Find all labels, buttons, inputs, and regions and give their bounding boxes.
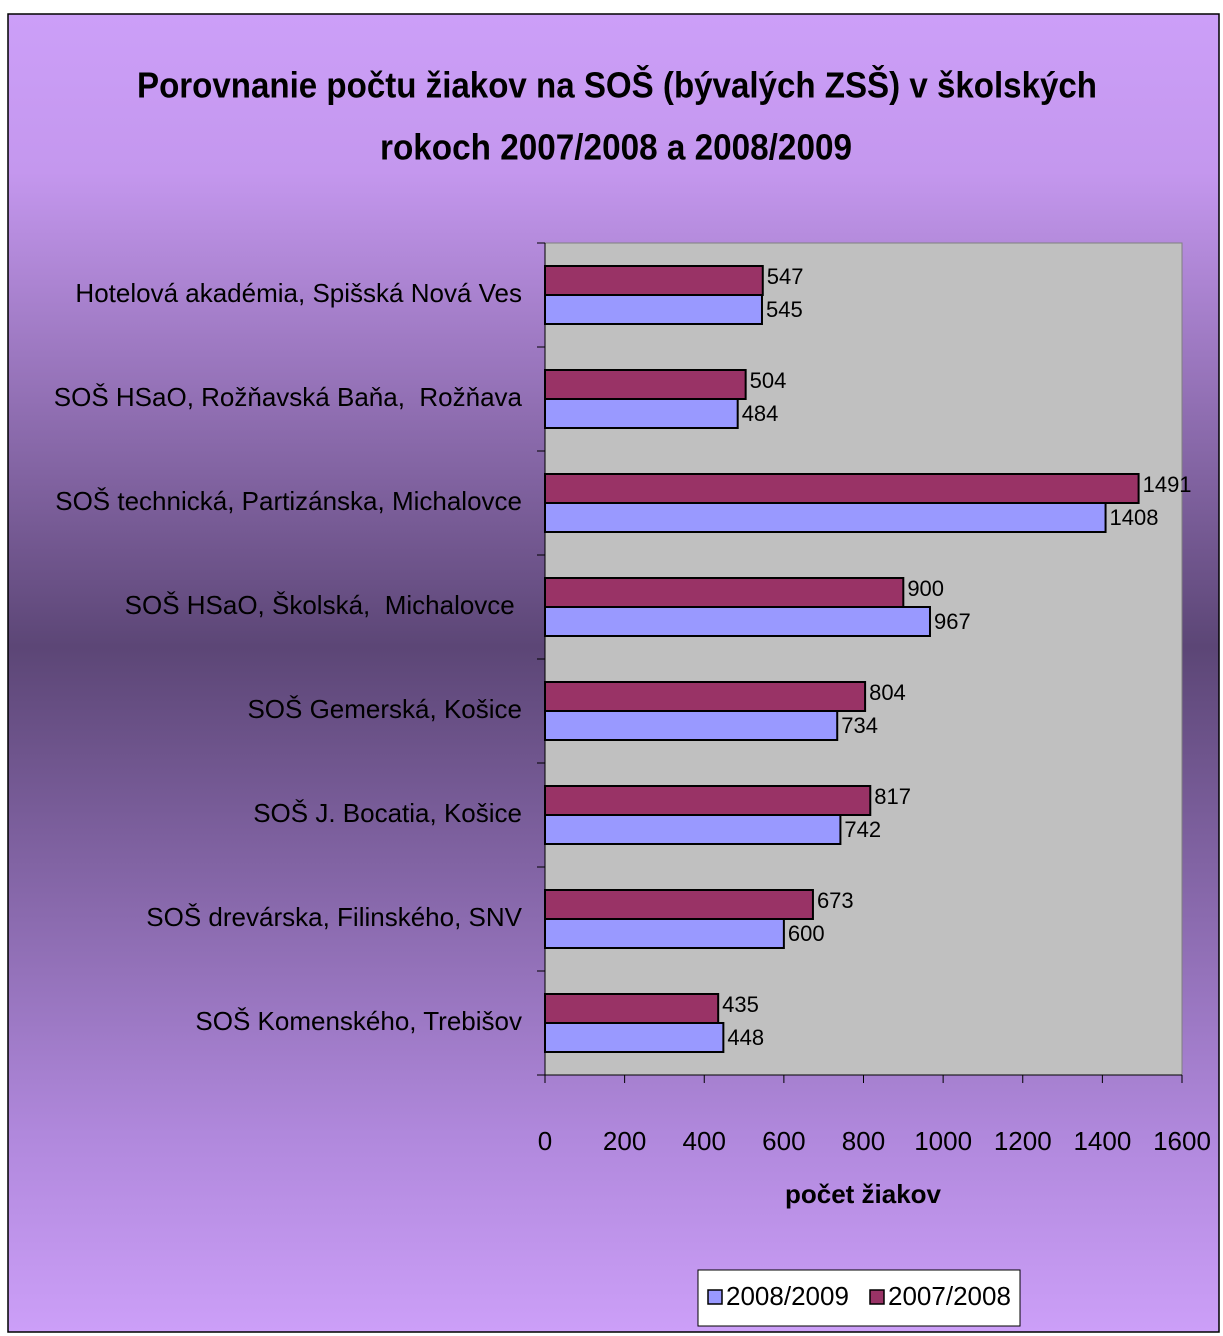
bar — [544, 502, 1107, 533]
x-tick-label: 600 — [762, 1126, 805, 1156]
data-label: 435 — [722, 992, 759, 1017]
bar — [544, 710, 839, 741]
data-label: 900 — [907, 576, 944, 601]
category-label: SOŠ J. Bocatia, Košice — [253, 798, 522, 828]
plot-area — [544, 242, 1183, 1076]
bar — [544, 473, 1140, 504]
chart-title: Porovnanie počtu žiakov na SOŠ (bývalých… — [137, 64, 1097, 106]
x-axis-label: počet žiakov — [785, 1179, 942, 1209]
category-label: SOŠ drevárska, Filinského, SNV — [146, 902, 522, 932]
bar — [544, 785, 872, 816]
legend-swatch — [707, 1289, 723, 1305]
data-label: 734 — [841, 713, 878, 738]
data-label: 1491 — [1143, 472, 1192, 497]
category-label: Hotelová akadémia, Spišská Nová Ves — [75, 278, 522, 308]
legend-swatch — [869, 1289, 885, 1305]
x-tick-label: 1600 — [1153, 1126, 1211, 1156]
data-label: 804 — [869, 680, 906, 705]
bar — [544, 577, 905, 608]
x-tick-label: 800 — [842, 1126, 885, 1156]
x-tick-label: 1400 — [1073, 1126, 1131, 1156]
legend-label: 2008/2009 — [726, 1281, 849, 1311]
data-label: 545 — [766, 297, 803, 322]
legend: 2008/2009 2007/2008 — [697, 1269, 1021, 1327]
category-label: SOŠ Gemerská, Košice — [247, 694, 522, 724]
bar — [544, 993, 720, 1024]
bar — [544, 294, 763, 325]
category-label: SOŠ Komenského, Trebišov — [195, 1006, 522, 1036]
x-tick-label: 0 — [538, 1126, 552, 1156]
data-label: 600 — [788, 921, 825, 946]
category-label: SOŠ technická, Partizánska, Michalovce — [55, 486, 522, 516]
x-tick-label: 200 — [603, 1126, 646, 1156]
data-label: 484 — [742, 401, 779, 426]
data-label: 504 — [750, 368, 787, 393]
bar — [544, 681, 867, 712]
bar — [544, 889, 814, 920]
bar — [544, 369, 747, 400]
category-label: SOŠ HSaO, Školská, Michalovce — [125, 590, 522, 620]
legend-box — [697, 1269, 1021, 1327]
data-label: 817 — [874, 784, 911, 809]
data-label: 742 — [844, 817, 881, 842]
bar — [544, 265, 764, 296]
chart-title: rokoch 2007/2008 a 2008/2009 — [380, 127, 852, 168]
data-label: 673 — [817, 888, 854, 913]
x-tick-label: 400 — [683, 1126, 726, 1156]
x-tick-label: 1000 — [914, 1126, 972, 1156]
legend-label: 2007/2008 — [888, 1281, 1011, 1311]
bar — [544, 606, 931, 637]
data-label: 448 — [727, 1025, 764, 1050]
bar — [544, 814, 842, 845]
x-tick-label: 1200 — [994, 1126, 1052, 1156]
category-label: SOŠ HSaO, Rožňavská Baňa, Rožňava — [54, 382, 523, 412]
bar — [544, 398, 739, 429]
bar — [544, 918, 785, 949]
data-label: 1408 — [1110, 505, 1159, 530]
bar — [544, 1022, 725, 1053]
data-label: 967 — [934, 609, 971, 634]
data-label: 547 — [767, 264, 804, 289]
